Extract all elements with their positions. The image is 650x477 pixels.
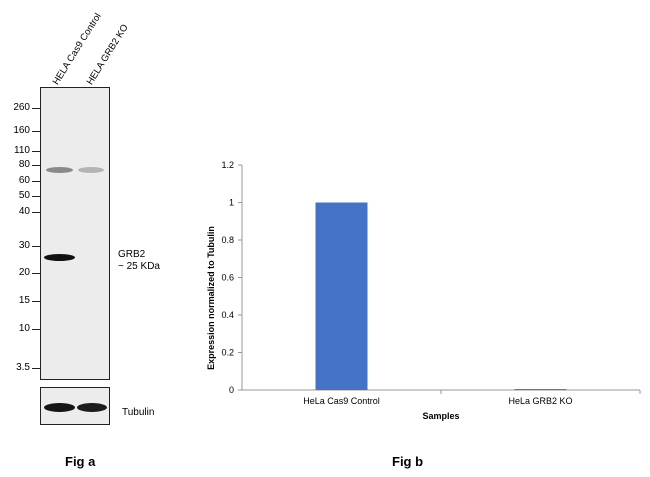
mw-marker: 110 (14, 145, 30, 156)
mw-tick (32, 196, 40, 197)
x-tick-label: HeLa GRB2 KO (508, 396, 572, 406)
x-axis-title: Samples (422, 411, 459, 421)
y-tick-label: 0 (229, 385, 234, 395)
y-tick-label: 0.2 (221, 348, 234, 358)
band-80-ko (78, 167, 104, 173)
x-tick-label: HeLa Cas9 Control (303, 396, 380, 406)
mw-marker: 20 (18, 267, 30, 278)
band-tubulin-ko (77, 403, 107, 412)
grb2-label-line2: ~ 25 KDa (118, 261, 160, 272)
mw-marker: 80 (18, 159, 30, 170)
mw-tick (32, 108, 40, 109)
mw-marker: 40 (18, 206, 30, 217)
mw-marker: 160 (13, 125, 30, 136)
mw-marker: 260 (13, 102, 30, 113)
blot-panel (40, 87, 110, 380)
mw-tick (32, 165, 40, 166)
bar-chart: Expression normalized to Tubulin Samples… (206, 160, 641, 421)
tubulin-blot-panel (40, 387, 110, 425)
mw-tick (32, 329, 40, 330)
mw-tick (32, 368, 40, 369)
grb2-band-label: GRB2 ~ 25 KDa (118, 249, 160, 273)
bar (514, 389, 567, 391)
y-tick-label: 0.4 (221, 310, 234, 320)
mw-tick (32, 151, 40, 152)
grb2-label-line1: GRB2 (118, 249, 146, 260)
mw-marker: 3.5 (16, 362, 30, 373)
fig-b-caption: Fig b (392, 454, 424, 469)
y-tick-label: 1.2 (221, 160, 234, 170)
band-grb2-control (44, 254, 75, 261)
mw-tick (32, 212, 40, 213)
y-tick-label: 1 (229, 198, 234, 208)
tubulin-label: Tubulin (122, 407, 155, 418)
mw-marker: 10 (18, 323, 30, 334)
mw-tick (32, 301, 40, 302)
mw-tick (32, 181, 40, 182)
fig-a-caption: Fig a (65, 454, 96, 469)
mw-tick (32, 131, 40, 132)
y-tick-label: 0.6 (221, 273, 234, 283)
mw-tick (32, 273, 40, 274)
mw-tick (32, 246, 40, 247)
mw-marker: 60 (18, 175, 30, 186)
band-tubulin-control (44, 403, 75, 412)
y-axis-title: Expression normalized to Tubulin (206, 226, 216, 370)
band-80-control (46, 167, 73, 173)
mw-marker: 15 (18, 295, 30, 306)
mw-marker: 30 (18, 240, 30, 251)
bar (315, 202, 368, 390)
y-tick-label: 0.8 (221, 235, 234, 245)
mw-marker: 50 (18, 190, 30, 201)
